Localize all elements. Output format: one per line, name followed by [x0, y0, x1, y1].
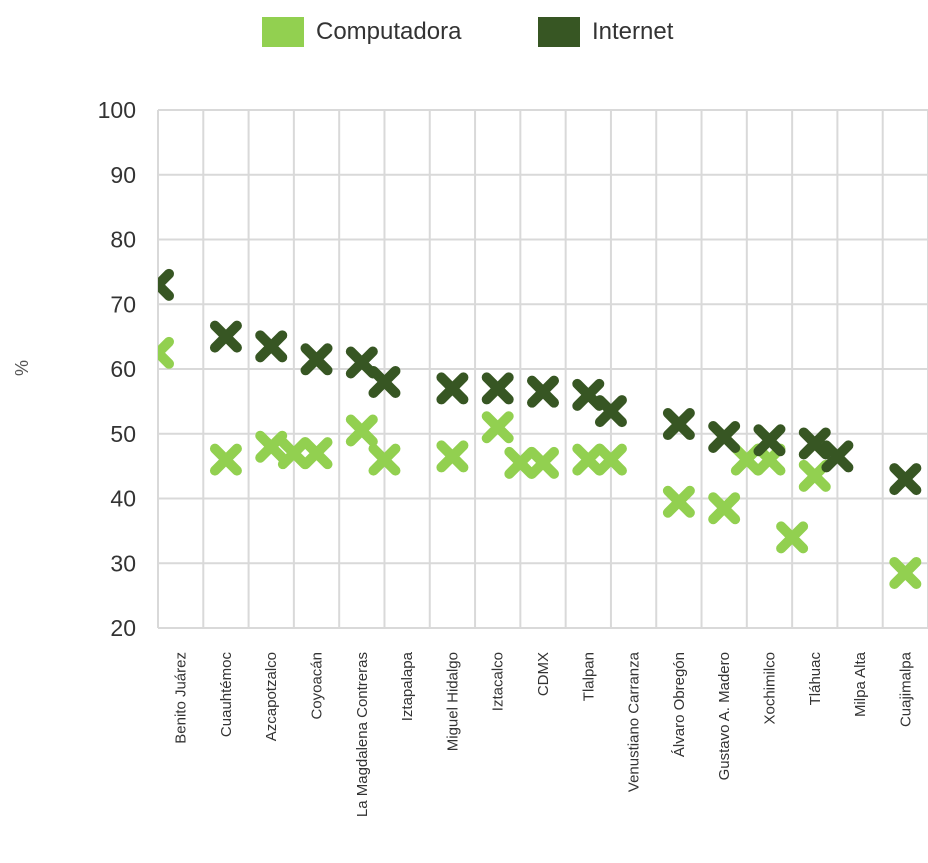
data-point-computadora — [504, 446, 537, 479]
x-category-label: Tláhuac — [807, 652, 824, 706]
x-category-label: Azcapotzalco — [263, 652, 280, 741]
data-point-computadora — [594, 443, 627, 476]
y-tick-label: 100 — [98, 97, 136, 123]
data-point-internet — [481, 372, 514, 405]
x-category-label: Álvaro Obregón — [671, 652, 688, 757]
x-category-label: La Magdalena Contreras — [354, 652, 371, 817]
data-point-internet — [209, 320, 242, 353]
data-point-internet — [255, 330, 288, 363]
x-category-label: Coyoacán — [309, 652, 326, 720]
data-point-computadora — [345, 414, 378, 447]
x-category-label: Benito Juárez — [173, 652, 190, 744]
x-category-label: Miguel Hidalgo — [444, 652, 461, 751]
x-category-label: Xochimilco — [761, 652, 778, 725]
legend-item-internet: Internet — [538, 14, 673, 50]
legend-swatch-computadora — [262, 17, 304, 47]
y-axis-ticks: 20 30 40 50 60 70 80 90 100 — [98, 97, 136, 641]
data-point-computadora — [776, 521, 809, 554]
y-tick-label: 90 — [110, 162, 136, 188]
y-tick-label: 60 — [110, 356, 136, 382]
legend: Computadora Internet — [0, 14, 928, 50]
data-point-computadora — [889, 556, 922, 589]
legend-item-computadora: Computadora — [262, 14, 461, 50]
x-category-label: Iztapalapa — [399, 651, 416, 721]
data-point-internet — [753, 424, 786, 457]
data-point-internet — [662, 408, 695, 441]
legend-label-computadora: Computadora — [316, 18, 462, 45]
data-point-internet — [889, 463, 922, 496]
data-point-computadora — [708, 492, 741, 525]
data-point-internet — [708, 420, 741, 453]
x-category-label: Gustavo A. Madero — [716, 652, 733, 780]
data-point-internet — [594, 395, 627, 428]
x-category-label: Milpa Alta — [852, 651, 869, 717]
data-point-computadora — [368, 443, 401, 476]
data-point-computadora — [300, 437, 333, 470]
data-points — [158, 268, 922, 589]
data-point-internet — [158, 268, 174, 301]
data-point-internet — [798, 427, 831, 460]
x-category-label: Tlalpan — [580, 652, 597, 701]
data-point-computadora — [662, 485, 695, 518]
y-tick-label: 40 — [110, 486, 136, 512]
data-point-computadora — [436, 440, 469, 473]
x-axis-categories: Benito Juárez Cuauhtémoc Azcapotzalco Coyoa… — [173, 651, 915, 817]
data-point-internet — [300, 343, 333, 376]
y-tick-label: 50 — [110, 421, 136, 447]
x-category-label: Cuauhtémoc — [218, 652, 235, 738]
legend-label-internet: Internet — [592, 18, 674, 45]
y-tick-label: 30 — [110, 550, 136, 576]
data-point-computadora — [158, 336, 174, 369]
x-category-label: Iztacalco — [490, 652, 507, 711]
x-category-label: Cuajimalpa — [897, 651, 914, 727]
data-point-internet — [368, 365, 401, 398]
legend-swatch-internet — [538, 17, 580, 47]
data-point-computadora — [572, 443, 605, 476]
data-point-computadora — [255, 430, 288, 463]
x-category-label: CDMX — [535, 652, 552, 696]
y-tick-label: 80 — [110, 227, 136, 253]
y-axis-label: % — [12, 360, 32, 376]
y-tick-label: 70 — [110, 291, 136, 317]
data-point-internet — [821, 440, 854, 473]
x-category-label: Venustiano Carranza — [626, 651, 643, 792]
data-point-internet — [436, 372, 469, 405]
data-point-computadora — [209, 443, 242, 476]
data-point-computadora — [277, 437, 310, 470]
data-point-internet — [527, 375, 559, 408]
data-point-computadora — [527, 446, 559, 479]
y-tick-label: 20 — [110, 615, 136, 641]
grid — [157, 109, 928, 629]
data-point-computadora — [481, 411, 514, 444]
